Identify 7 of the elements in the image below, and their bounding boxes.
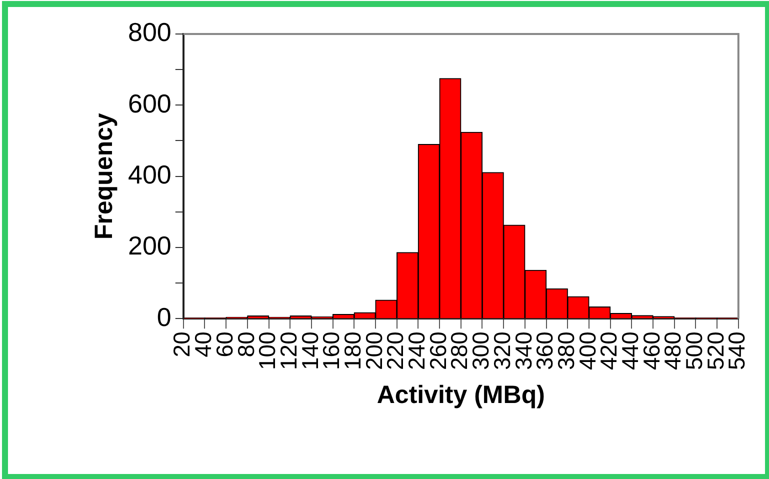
y-tick-label: 800 [128, 17, 172, 48]
y-tick-label: 600 [128, 88, 172, 118]
y-tick-label: 0 [156, 302, 172, 332]
y-axis-title: Frequency [90, 113, 118, 240]
x-axis-title: Activity (MBq) [376, 380, 545, 409]
y-tick-label: 400 [128, 159, 172, 190]
y-tick-label: 200 [128, 230, 172, 261]
